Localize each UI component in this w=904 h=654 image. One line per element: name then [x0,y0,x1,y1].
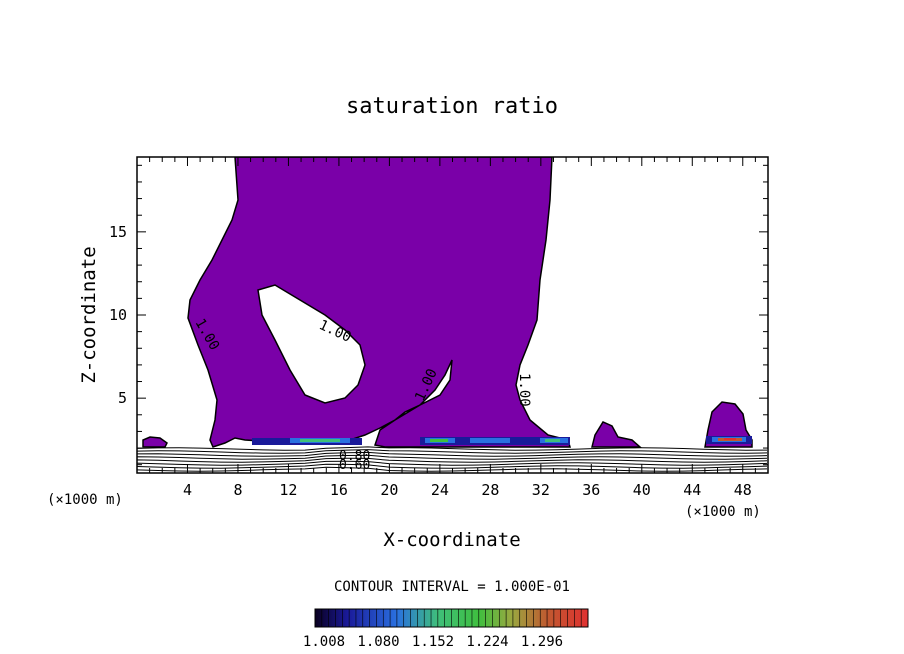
x-tick-label: 24 [431,481,449,499]
supersaturated-bands [252,436,752,445]
x-tick-label: 36 [582,481,600,499]
surface-contour-line [137,446,768,451]
surface-contour-line [137,451,768,457]
surface-contour-line [137,463,768,469]
surface-contour-line [137,454,768,460]
surface-contour-line [137,466,768,472]
x-tick-label: 44 [683,481,701,499]
saturated-region-left [142,436,168,448]
x-tick-label: 16 [330,481,348,499]
surface-contour-line [137,460,768,466]
colorbar-label: 1.296 [521,634,563,650]
x-tick-label: 40 [633,481,651,499]
colorbar-label: 1.008 [303,634,345,650]
colorbar-label: 1.080 [357,634,399,650]
x-unit-left: (×1000 m) [47,492,123,508]
y-tick-labels: 5 10 15 [109,223,127,407]
colorbar-labels: 1.008 1.080 1.152 1.224 1.296 [303,634,563,650]
contour-fills [137,157,768,472]
surface-contour-line [137,449,768,454]
colorbar-label: 1.152 [412,634,454,650]
axis-ticks [137,157,768,473]
x-tick-label: 8 [233,481,242,499]
x-tick-label: 4 [183,481,192,499]
y-tick-label: 10 [109,306,127,324]
saturated-region-x37 [591,421,642,448]
chart-title: saturation ratio [346,94,558,119]
x-axis-label: X-coordinate [383,529,520,551]
x-tick-label: 12 [279,481,297,499]
contour-label: 0.80 [339,449,370,464]
x-unit-right: (×1000 m) [685,504,761,520]
y-tick-label: 15 [109,223,127,241]
saturated-region-main [187,157,571,448]
x-tick-label: 20 [380,481,398,499]
y-axis-label: Z-coordinate [78,246,100,383]
x-tick-label: 32 [532,481,550,499]
contour-label: 0.60 [339,458,370,473]
x-tick-label: 28 [481,481,499,499]
colorbar-label: 1.224 [466,634,508,650]
contour-interval: CONTOUR INTERVAL = 1.000E-01 [334,579,570,595]
x-tick-labels: 4 8 12 16 20 24 28 32 36 40 44 48 [183,481,752,499]
contour-label: 1.00 [516,373,532,407]
surface-contour-lines [137,446,768,472]
surface-contour-line [137,457,768,463]
y-tick-label: 5 [118,389,127,407]
x-tick-label: 48 [734,481,752,499]
colorbar-ticks [314,609,589,627]
